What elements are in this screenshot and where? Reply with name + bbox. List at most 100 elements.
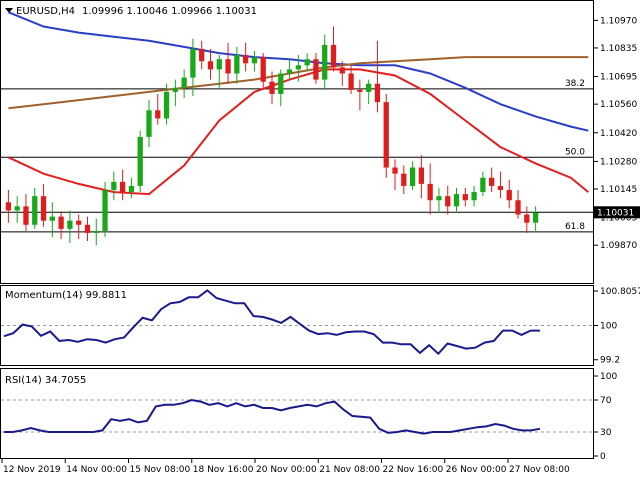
rsi-panel-frame — [0, 368, 594, 459]
x-tick-label: 20 Nov 00:00 — [256, 465, 317, 475]
candle-body — [23, 206, 29, 225]
candle-body — [32, 196, 38, 225]
ohlc-label: 1.09996 1.10046 1.09966 1.10031 — [82, 6, 257, 17]
current-price-label: 1.10031 — [597, 208, 634, 218]
candle-body — [339, 67, 345, 74]
candle-body — [216, 59, 222, 70]
rsi-title: RSI(14) 34.7055 — [5, 375, 86, 386]
candle-body — [401, 173, 407, 186]
candle-body — [14, 206, 20, 211]
rsi-tick-label: 0 — [600, 452, 606, 462]
candle-body — [330, 44, 337, 68]
x-tick-label: 18 Nov 16:00 — [193, 465, 254, 475]
candle-body — [286, 69, 293, 74]
candle-body — [251, 57, 258, 64]
price-tick-label: 1.10560 — [600, 100, 637, 110]
current-price-box — [594, 206, 640, 219]
x-tick-label: 21 Nov 08:00 — [319, 465, 380, 475]
momentum-panel-frame — [0, 285, 594, 366]
momentum-tick-label: 100.8057 — [600, 287, 640, 297]
candle-body — [260, 57, 266, 82]
candle-body — [5, 202, 12, 211]
price-tick-label: 1.09870 — [600, 241, 637, 251]
momentum-title: Momentum(14) 99.8811 — [5, 290, 127, 301]
candle-body — [190, 48, 196, 78]
candle-body — [84, 224, 91, 233]
x-tick-label: 26 Nov 00:00 — [446, 465, 507, 475]
x-tick-label: 22 Nov 16:00 — [383, 465, 444, 475]
x-tick-label: 15 Nov 08:00 — [130, 465, 191, 475]
x-tick-label: 14 Nov 00:00 — [66, 465, 127, 475]
candle-body — [532, 212, 539, 223]
candle-body — [348, 73, 354, 90]
candle-body — [146, 110, 152, 137]
price-tick-label: 1.10970 — [600, 16, 637, 26]
price-tick-label: 1.10835 — [600, 44, 637, 54]
candle-body — [181, 77, 187, 88]
candle-body — [76, 220, 82, 225]
candle-body — [269, 81, 275, 94]
candle-body — [313, 59, 319, 80]
candle-body — [58, 216, 64, 229]
price-tick-label: 1.10420 — [600, 129, 637, 139]
momentum-tick-label: 99.2 — [600, 356, 620, 366]
candle-body — [102, 190, 108, 231]
fib-label-50-0: 50.0 — [565, 147, 585, 157]
candle-body — [278, 73, 284, 94]
candle-body — [207, 61, 214, 70]
fib-label-61-8: 61.8 — [565, 222, 585, 232]
candle-body — [480, 177, 486, 193]
x-axis: 12 Nov 2019 14 Nov 00:00 15 Nov 08:00 18 No… — [1, 459, 570, 475]
candle-body — [49, 216, 55, 221]
candle-body — [93, 230, 99, 233]
x-tick-label: 27 Nov 08:00 — [509, 465, 570, 475]
candle-body — [234, 55, 240, 74]
candle-body — [418, 167, 425, 184]
candle-body — [374, 83, 381, 103]
candle-body — [357, 89, 363, 92]
candle-body — [199, 48, 205, 62]
candle-body — [40, 196, 47, 221]
price-tick-label: 1.10145 — [600, 185, 637, 195]
price-panel-frame — [0, 0, 594, 284]
candle-body — [392, 167, 398, 174]
candle-body — [322, 44, 328, 80]
x-tick-label: 12 Nov 2019 — [3, 465, 61, 475]
triangle-down-icon[interactable] — [5, 8, 13, 13]
candle-body — [409, 167, 416, 186]
price-tick-label: 1.10005 — [600, 214, 637, 224]
candle-body — [243, 55, 249, 64]
candle-body — [445, 196, 451, 207]
candle-body — [67, 220, 73, 229]
candle-body — [383, 102, 389, 168]
fib-label-38-2: 38.2 — [565, 79, 585, 89]
candle-body — [163, 91, 170, 119]
candle-body — [172, 87, 178, 92]
candle-body — [462, 194, 468, 201]
rsi-tick-label: 30 — [600, 428, 612, 438]
candle-body — [304, 59, 310, 66]
ma-line-sma20 — [7, 68, 589, 196]
symbol-label: EURUSD,H4 — [16, 6, 75, 17]
candle-body — [506, 190, 512, 201]
rsi-tick-label: 70 — [600, 396, 612, 406]
candle-body — [366, 83, 372, 92]
rsi-tick-label: 100 — [600, 372, 617, 382]
momentum-line — [3, 289, 540, 356]
candle-body — [295, 65, 301, 70]
candle-body — [515, 200, 521, 215]
momentum-tick-label: 100 — [600, 322, 617, 332]
candle-body — [471, 192, 477, 201]
candle-body — [453, 194, 460, 207]
candle-body — [489, 177, 495, 186]
price-tick-label: 1.10280 — [600, 157, 637, 167]
candle-body — [524, 214, 530, 223]
momentum-layer: 100.8057 100 99.2 — [1, 287, 640, 366]
candle-body — [128, 185, 135, 193]
candle-body — [436, 196, 442, 201]
candle-body — [155, 110, 161, 119]
candle-body — [497, 185, 504, 191]
price-layer: 1.10970 1.10835 1.10695 1.10560 1.10420 1.102… — [1, 11, 640, 251]
